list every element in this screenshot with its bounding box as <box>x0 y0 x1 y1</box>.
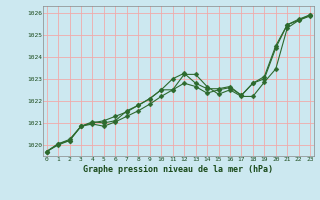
X-axis label: Graphe pression niveau de la mer (hPa): Graphe pression niveau de la mer (hPa) <box>84 165 273 174</box>
